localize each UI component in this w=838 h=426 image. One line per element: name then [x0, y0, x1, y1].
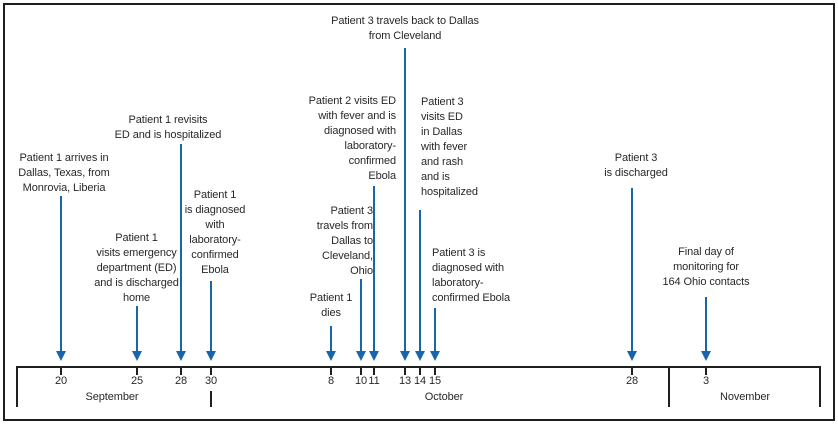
axis-tick-label: 25 — [130, 375, 144, 387]
arrowhead-icon — [206, 351, 216, 361]
axis-tick — [631, 368, 633, 375]
arrowhead-icon — [56, 351, 66, 361]
event-arrow — [326, 326, 336, 361]
axis-tick — [136, 368, 138, 375]
event-arrow — [415, 210, 425, 361]
axis-tick-label: 3 — [702, 375, 710, 387]
event-arrow — [132, 306, 142, 361]
event-arrow — [206, 281, 216, 361]
event-final-monitoring-day-ohio: Final day of monitoring for 164 Ohio con… — [662, 246, 750, 288]
axis-tick-label: 13 — [398, 375, 412, 387]
axis-tick-label: 30 — [204, 375, 218, 387]
axis-tick — [705, 368, 707, 375]
axis-tick-label: 11 — [368, 375, 380, 387]
axis-tick — [434, 368, 436, 375]
event-p1-revisits-ed-hospitalized: Patient 1 revisits ED and is hospitalize… — [114, 114, 222, 141]
arrowhead-icon — [176, 351, 186, 361]
month-label-october: October — [424, 391, 464, 403]
axis-end-cap-right — [819, 366, 821, 407]
axis-tick — [404, 368, 406, 375]
event-p1-diagnosed-ebola: Patient 1 is diagnosed with laboratory- … — [184, 189, 246, 276]
arrowhead-icon — [627, 351, 637, 361]
arrowhead-icon — [356, 351, 366, 361]
arrowhead-icon — [326, 351, 336, 361]
axis-tick-label: 15 — [428, 375, 442, 387]
arrowhead-icon — [701, 351, 711, 361]
axis-tick — [210, 368, 212, 375]
axis-tick — [330, 368, 332, 375]
event-p3-returns-to-dallas: Patient 3 travels back to Dallas from Cl… — [331, 15, 479, 42]
axis-tick-label: 28 — [174, 375, 188, 387]
month-divider-oct-nov — [668, 366, 670, 407]
axis-tick-label: 8 — [327, 375, 335, 387]
arrowhead-icon — [369, 351, 379, 361]
arrowhead-icon — [132, 351, 142, 361]
event-arrow — [356, 279, 366, 361]
axis-tick — [180, 368, 182, 375]
month-label-november: November — [720, 391, 770, 403]
month-divider-sep-oct — [210, 391, 212, 407]
axis-tick — [360, 368, 362, 375]
event-arrow — [369, 186, 379, 361]
axis-end-cap-left — [16, 366, 18, 407]
axis-tick-label: 28 — [625, 375, 639, 387]
event-p1-dies: Patient 1 dies — [309, 292, 353, 319]
event-arrow — [56, 196, 66, 361]
axis-tick-label: 14 — [413, 375, 427, 387]
axis-tick-label: 10 — [354, 375, 368, 387]
event-arrow — [176, 144, 186, 361]
axis-baseline — [16, 366, 821, 368]
month-label-september: September — [85, 391, 139, 403]
arrowhead-icon — [415, 351, 425, 361]
event-arrow — [400, 48, 410, 361]
figure-border — [3, 3, 835, 421]
event-p3-visits-ed-dallas-hospitalized: Patient 3 visits ED in Dallas with fever… — [421, 96, 478, 198]
event-arrow — [701, 297, 711, 361]
axis-tick — [419, 368, 421, 375]
arrowhead-icon — [430, 351, 440, 361]
event-p1-visits-ed-discharged: Patient 1 visits emergency department (E… — [94, 232, 179, 304]
event-p3-travels-to-cleveland: Patient 3 travels from Dallas to Clevela… — [316, 205, 373, 277]
event-p2-visits-ed-diagnosed: Patient 2 visits ED with fever and is di… — [308, 95, 396, 182]
arrowhead-icon — [400, 351, 410, 361]
event-p1-arrives-dallas: Patient 1 arrives in Dallas, Texas, from… — [18, 152, 110, 194]
event-arrow — [430, 308, 440, 361]
axis-tick — [60, 368, 62, 375]
axis-tick — [373, 368, 375, 375]
event-p3-diagnosed-ebola: Patient 3 is diagnosed with laboratory- … — [432, 247, 510, 304]
axis-tick-label: 20 — [54, 375, 68, 387]
event-arrow — [627, 188, 637, 361]
event-p3-discharged: Patient 3 is discharged — [604, 152, 668, 179]
